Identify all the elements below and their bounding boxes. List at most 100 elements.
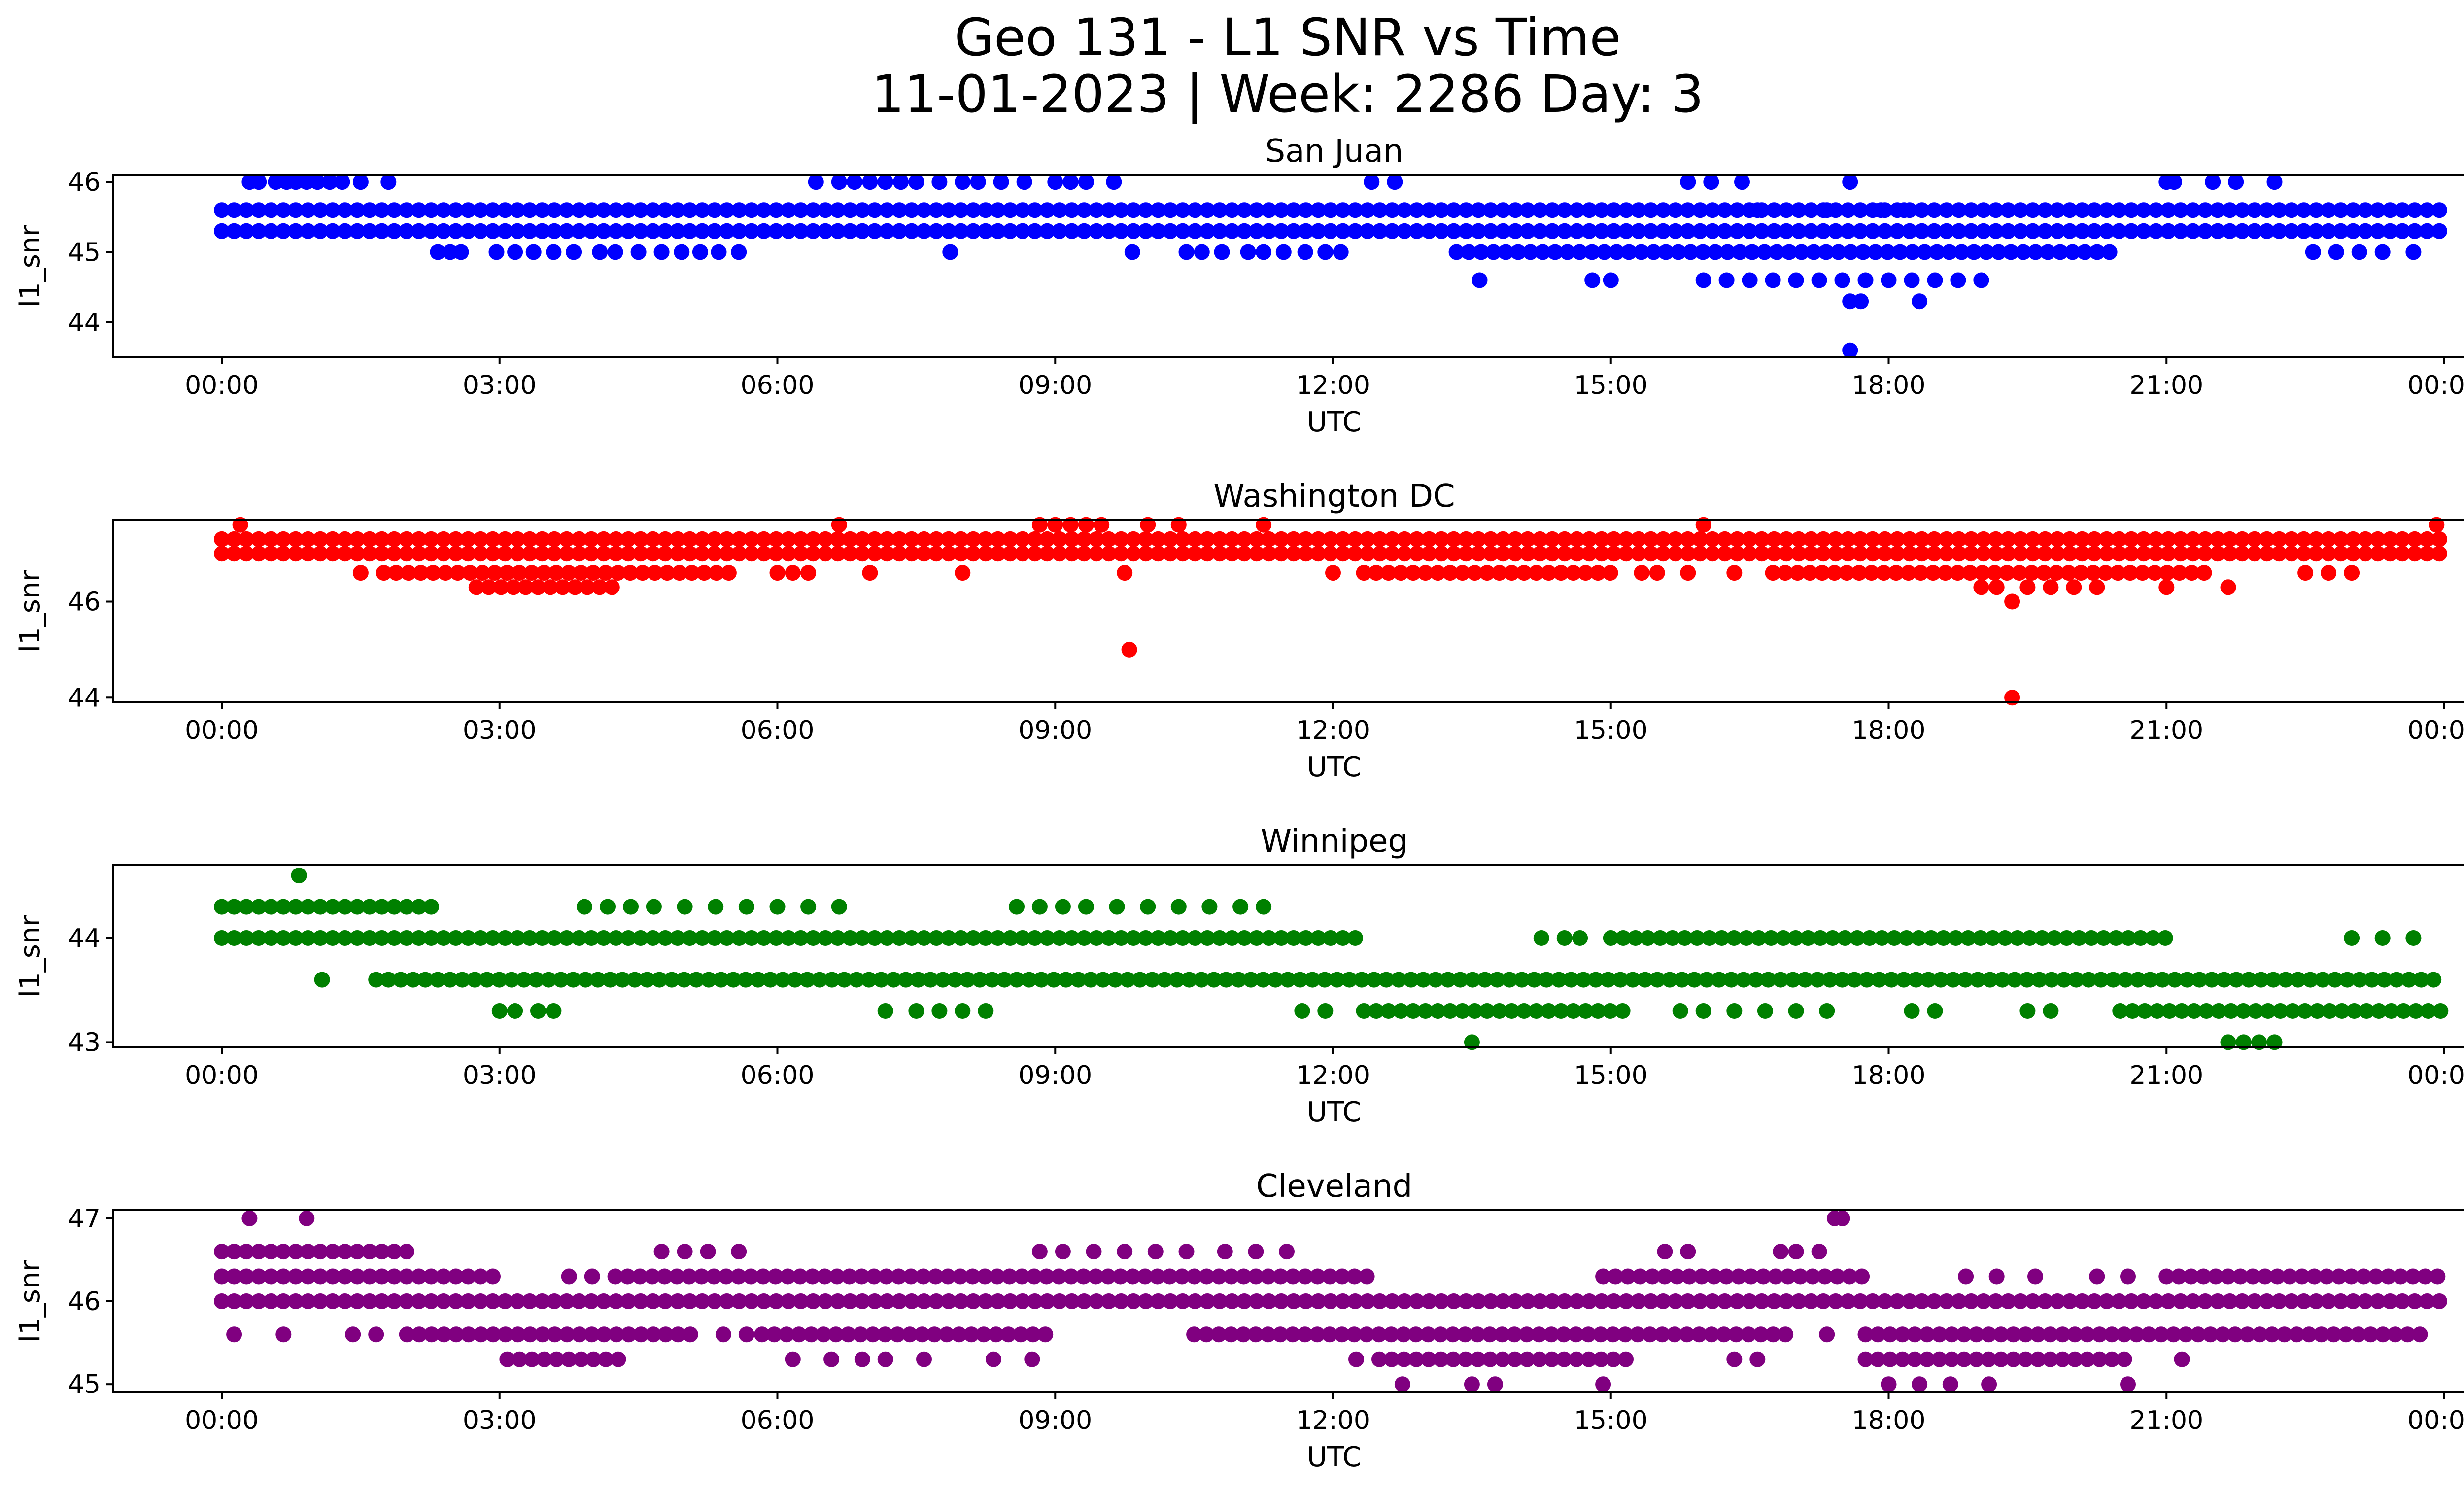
data-point [362, 930, 377, 946]
data-point [1773, 972, 1789, 988]
data-point [1175, 202, 1191, 218]
data-point [1726, 1003, 1743, 1019]
data-point [2037, 202, 2053, 218]
data-point [2319, 1268, 2335, 1285]
data-point [1920, 972, 1937, 988]
data-point [1446, 546, 1462, 562]
data-point [1532, 202, 1548, 218]
data-point [251, 174, 267, 190]
data-point [1668, 1293, 1683, 1309]
data-point [2387, 1326, 2403, 1343]
data-point [2396, 1003, 2412, 1019]
data-point [448, 1326, 464, 1343]
data-point [288, 531, 304, 547]
data-point [1297, 1326, 1313, 1343]
data-point [1907, 1326, 1923, 1343]
data-point [534, 202, 550, 218]
data-point [2368, 1268, 2384, 1285]
data-point [657, 930, 673, 946]
data-point [337, 1268, 353, 1285]
data-point [854, 1268, 870, 1285]
data-point [1317, 1003, 1334, 1019]
data-point [1606, 202, 1622, 218]
data-point [867, 1293, 883, 1309]
data-point [1649, 972, 1666, 988]
data-point [425, 565, 441, 581]
data-point [547, 223, 562, 239]
data-point [1658, 244, 1674, 260]
data-point [1618, 531, 1634, 547]
data-point [1075, 1268, 1092, 1285]
data-point [1347, 202, 1363, 218]
data-point [325, 899, 341, 915]
data-point [953, 531, 969, 547]
data-point [1078, 899, 1094, 915]
data-point [2222, 1293, 2238, 1309]
data-point [941, 202, 957, 218]
data-point [534, 1293, 550, 1309]
data-point [964, 1268, 981, 1285]
data-point [1458, 531, 1474, 547]
data-point [633, 930, 649, 946]
data-point [1618, 223, 1634, 239]
data-point [1840, 1293, 1856, 1309]
data-point [923, 972, 939, 988]
data-point [2321, 531, 2336, 547]
data-point [214, 930, 230, 946]
data-point [607, 1268, 623, 1285]
data-point [571, 546, 587, 562]
data-point [2308, 1293, 2324, 1309]
data-point [2358, 531, 2373, 547]
data-point [1926, 202, 1942, 218]
data-point [908, 1003, 924, 1019]
data-point [2296, 202, 2312, 218]
data-point [2278, 972, 2294, 988]
data-point [1945, 972, 1961, 988]
data-point [879, 546, 895, 562]
data-point [1618, 1351, 1634, 1367]
data-point [2074, 531, 2090, 547]
data-point [1471, 1293, 1486, 1309]
x-tick-label: 21:00 [2129, 716, 2203, 745]
data-point [1417, 565, 1434, 581]
data-point [2149, 1003, 2165, 1019]
data-point [1039, 1293, 1055, 1309]
data-point [448, 546, 464, 562]
data-point [916, 1351, 932, 1367]
data-point [645, 1293, 661, 1309]
data-point [1916, 244, 1933, 260]
data-point [2345, 546, 2361, 562]
data-point [2160, 546, 2176, 562]
data-point [1904, 244, 1920, 260]
data-point [596, 546, 612, 562]
data-point [2074, 546, 2090, 562]
data-point [251, 930, 267, 946]
data-point [2302, 972, 2319, 988]
data-point [1297, 244, 1313, 260]
data-point [1279, 1244, 1295, 1260]
data-point [2247, 546, 2262, 562]
data-point [1064, 531, 1080, 547]
data-point [1744, 244, 1760, 260]
data-point [1162, 1268, 1178, 1285]
data-point [1201, 899, 1218, 915]
data-point [1470, 1326, 1486, 1343]
data-point [584, 1268, 600, 1285]
data-point [1507, 531, 1523, 547]
y-axis-label-winnipeg: l1_snr [14, 915, 46, 998]
data-point [436, 930, 451, 946]
data-point [677, 899, 693, 915]
data-point [1421, 202, 1437, 218]
data-point [766, 1326, 783, 1343]
data-point [1557, 202, 1573, 218]
data-point [1031, 1244, 1048, 1260]
data-point [528, 972, 545, 988]
data-point [1126, 531, 1141, 547]
data-point [1606, 223, 1622, 239]
data-point [1815, 223, 1831, 239]
data-point [1738, 930, 1754, 946]
x-tick-label: 15:00 [1574, 371, 1648, 400]
data-point [2064, 244, 2081, 260]
data-point [1865, 223, 1881, 239]
data-point [1765, 272, 1781, 288]
